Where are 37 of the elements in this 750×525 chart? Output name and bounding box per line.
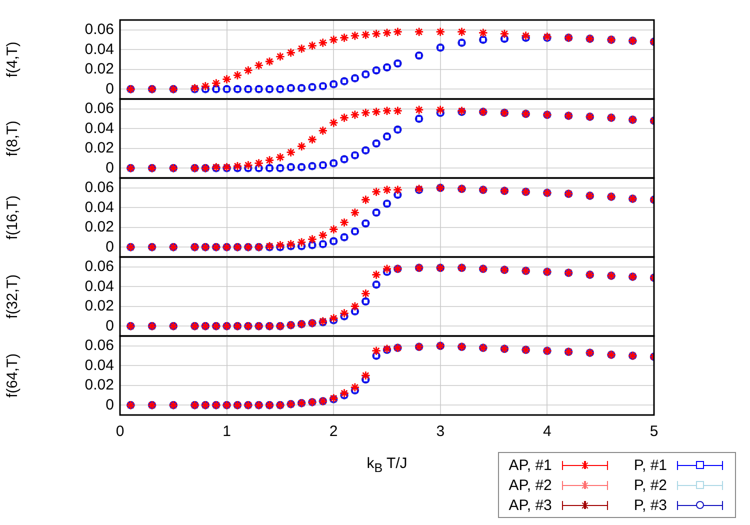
x-tick-label: 2 xyxy=(329,423,338,440)
legend-label: P, #1 xyxy=(634,456,667,474)
legend-label: AP, #2 xyxy=(508,476,552,494)
y-tick-label: 0.04 xyxy=(84,120,114,137)
y-tick-label: 0.02 xyxy=(84,140,114,157)
x-axis-title: k$_{B}$ T/J xyxy=(366,455,408,475)
x-tick-label: 4 xyxy=(543,423,552,440)
y-tick-label: 0 xyxy=(106,159,114,176)
legend-label: P, #3 xyxy=(634,496,667,514)
y-axis-title: f(32,T) xyxy=(4,274,22,319)
y-axis-title: f(8,T) xyxy=(4,120,22,156)
y-tick-label: 0 xyxy=(106,238,114,256)
y-tick-label: 0.02 xyxy=(84,60,114,78)
legend-label: P, #2 xyxy=(634,476,667,494)
y-tick-label: 0 xyxy=(106,396,114,414)
y-tick-label: 0.04 xyxy=(84,278,114,295)
y-tick-label: 0.06 xyxy=(84,100,114,118)
y-tick-label: 0.02 xyxy=(84,376,114,394)
y-axis-title: f(64,T) xyxy=(4,353,22,398)
y-axis-title: f(4,T) xyxy=(4,42,22,78)
y-tick-label: 0 xyxy=(106,317,114,334)
x-tick-label: 5 xyxy=(650,423,658,440)
y-axis-title: f(16,T) xyxy=(4,195,22,240)
x-tick-label: 3 xyxy=(436,423,445,440)
y-tick-label: 0.04 xyxy=(84,40,114,58)
y-tick-label: 0.04 xyxy=(84,198,114,216)
y-tick-label: 0.06 xyxy=(84,337,114,354)
y-tick-label: 0.04 xyxy=(84,356,114,374)
y-tick-label: 0.02 xyxy=(84,298,114,315)
y-tick-label: 0 xyxy=(106,80,114,98)
y-tick-label: 0.06 xyxy=(84,258,114,276)
x-tick-label: 1 xyxy=(222,423,231,440)
legend-label: AP, #1 xyxy=(508,456,552,474)
y-tick-label: 0.06 xyxy=(84,21,114,38)
legend-label: AP, #3 xyxy=(508,496,552,514)
y-tick-label: 0.02 xyxy=(84,218,114,236)
y-tick-label: 0.06 xyxy=(84,179,114,196)
